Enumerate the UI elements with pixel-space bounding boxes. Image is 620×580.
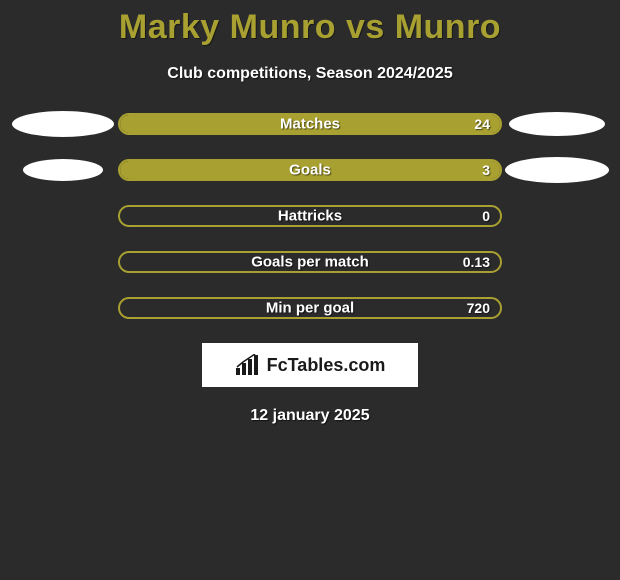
stat-row: Hattricks 0: [8, 205, 612, 227]
stat-bar: Hattricks 0: [118, 205, 502, 227]
stat-row: Goals per match 0.13: [8, 251, 612, 273]
stat-label: Min per goal: [266, 300, 354, 317]
logo-text: FcTables.com: [267, 355, 386, 376]
player1-marker: [12, 111, 114, 137]
right-marker-slot: [502, 112, 612, 136]
stat-label: Goals: [289, 162, 331, 179]
page-subtitle: Club competitions, Season 2024/2025: [0, 65, 620, 83]
stat-bar: Min per goal 720: [118, 297, 502, 319]
stat-bar: Goals per match 0.13: [118, 251, 502, 273]
bars-icon: [235, 354, 261, 376]
stat-value: 3: [482, 162, 490, 178]
left-marker-slot: [8, 159, 118, 181]
stat-value: 720: [467, 300, 490, 316]
fctables-logo: FcTables.com: [202, 343, 418, 387]
player2-marker: [505, 157, 609, 183]
stat-label: Hattricks: [278, 208, 342, 225]
stat-value: 24: [474, 116, 490, 132]
stat-row: Min per goal 720: [8, 297, 612, 319]
player1-marker: [23, 159, 103, 181]
stat-row: Goals 3: [8, 159, 612, 181]
stat-label: Matches: [280, 116, 340, 133]
stat-row: Matches 24: [8, 113, 612, 135]
page-title: Marky Munro vs Munro: [0, 0, 620, 47]
stat-bar: Matches 24: [118, 113, 502, 135]
stat-bar: Goals 3: [118, 159, 502, 181]
stat-label: Goals per match: [251, 254, 369, 271]
stat-value: 0: [482, 208, 490, 224]
right-marker-slot: [502, 157, 612, 183]
stat-value: 0.13: [463, 254, 490, 270]
player2-marker: [509, 112, 605, 136]
date-text: 12 january 2025: [0, 407, 620, 425]
comparison-chart: Matches 24 Goals 3 Hattricks 0: [0, 113, 620, 319]
left-marker-slot: [8, 111, 118, 137]
